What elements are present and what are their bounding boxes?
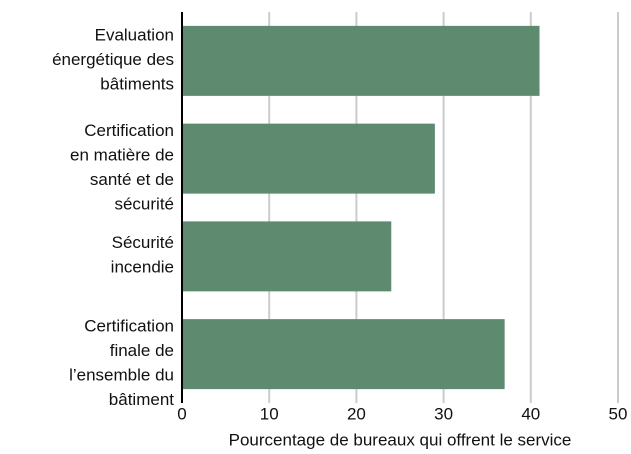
- x-tick-label: 40: [521, 404, 540, 423]
- x-tick-label: 30: [434, 404, 453, 423]
- bar: [182, 319, 505, 390]
- y-tick-label: Sécurité incendie: [111, 234, 174, 278]
- y-tick-label: Evaluation énergétique des bâtiments: [52, 26, 174, 94]
- bar: [182, 221, 392, 292]
- x-axis-label: Pourcentage de bureaux qui offrent le se…: [229, 430, 572, 449]
- x-tick-label: 0: [177, 404, 186, 423]
- y-tick-label: Certification en matière de santé et de séc…: [70, 121, 174, 214]
- x-tick-label: 10: [260, 404, 279, 423]
- y-tick-label: Certification finale de l’ensemble du bâtim…: [69, 317, 174, 410]
- bar: [182, 123, 435, 194]
- x-tick-label: 20: [347, 404, 366, 423]
- x-tick-label: 50: [609, 404, 628, 423]
- bar: [182, 25, 540, 96]
